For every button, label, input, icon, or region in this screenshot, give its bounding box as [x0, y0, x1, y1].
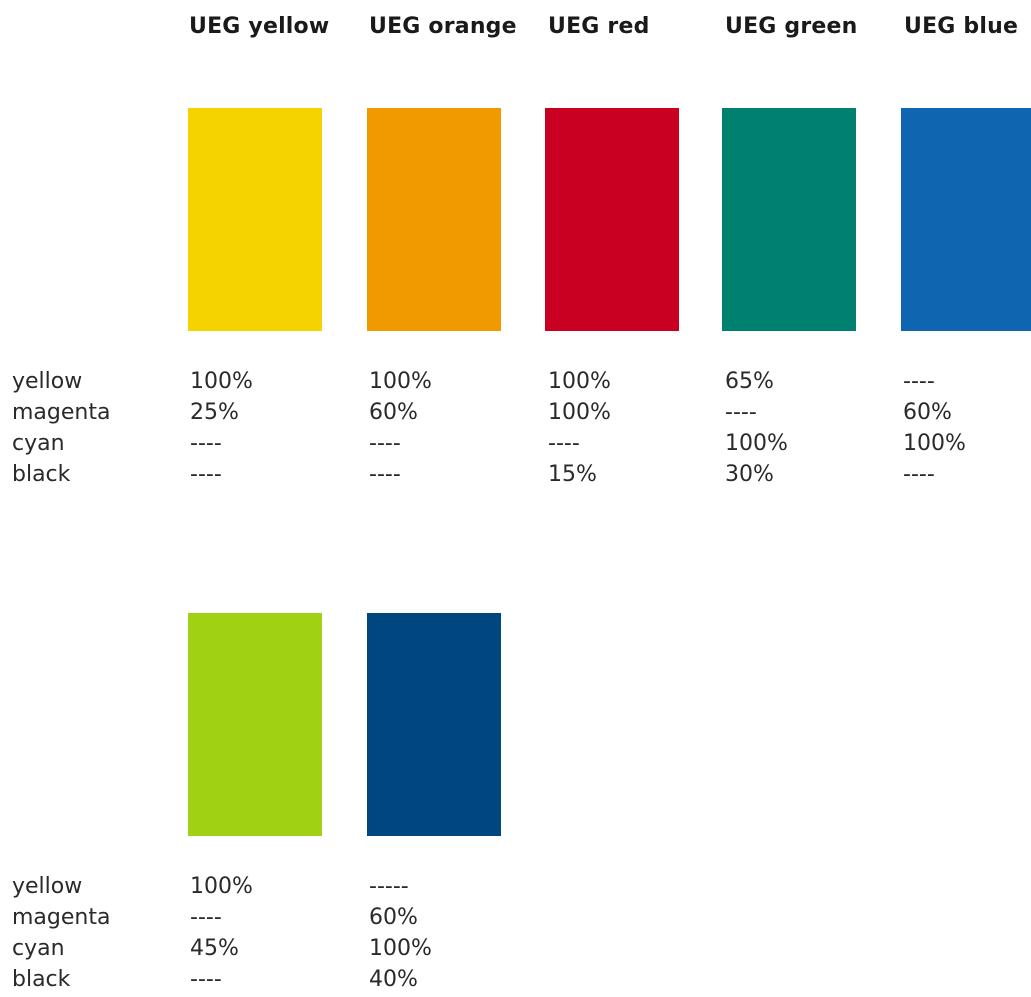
swatch-ueg-blue — [901, 108, 1031, 331]
values-light-green: 100% ---- 45% ---- — [190, 871, 253, 995]
row-label-cyan: cyan — [12, 936, 65, 961]
header-ueg-orange: UEG orange — [369, 14, 517, 39]
value-black: ---- — [190, 967, 222, 992]
values-dark-blue: ----- 60% 100% 40% — [369, 871, 432, 995]
row-label-magenta: magenta — [12, 400, 111, 425]
row-labels-group-2: yellow magenta cyan black — [12, 871, 110, 995]
header-ueg-yellow: UEG yellow — [189, 14, 330, 39]
swatch-ueg-red — [545, 108, 679, 331]
value-cyan: 100% — [369, 936, 432, 961]
row-labels-group-1: yellow magenta cyan black — [12, 366, 110, 490]
swatch-light-green — [188, 613, 322, 836]
swatch-ueg-orange — [367, 108, 501, 331]
header-ueg-blue: UEG blue — [904, 14, 1019, 39]
value-magenta: 60% — [903, 400, 952, 425]
value-black: ---- — [190, 462, 222, 487]
swatch-dark-blue — [367, 613, 501, 836]
value-yellow: 100% — [190, 874, 253, 899]
values-ueg-blue: ---- 60% 100% ---- — [903, 366, 966, 490]
value-cyan: 45% — [190, 936, 239, 961]
value-magenta: 60% — [369, 400, 418, 425]
value-black: ---- — [369, 462, 401, 487]
value-cyan: ---- — [369, 431, 401, 456]
value-yellow: 100% — [369, 369, 432, 394]
value-cyan: 100% — [903, 431, 966, 456]
values-ueg-green: 65% ---- 100% 30% — [725, 366, 788, 490]
value-yellow: ----- — [369, 874, 409, 899]
row-label-yellow: yellow — [12, 874, 83, 899]
value-magenta: 25% — [190, 400, 239, 425]
header-ueg-green: UEG green — [725, 14, 858, 39]
value-magenta: 100% — [548, 400, 611, 425]
value-black: 15% — [548, 462, 597, 487]
value-magenta: ---- — [190, 905, 222, 930]
value-magenta: ---- — [725, 400, 757, 425]
values-ueg-orange: 100% 60% ---- ---- — [369, 366, 432, 490]
value-black: ---- — [903, 462, 935, 487]
swatch-ueg-green — [722, 108, 856, 331]
swatch-ueg-yellow — [188, 108, 322, 331]
value-yellow: ---- — [903, 369, 935, 394]
row-label-cyan: cyan — [12, 431, 65, 456]
value-cyan: 100% — [725, 431, 788, 456]
value-cyan: ---- — [548, 431, 580, 456]
value-magenta: 60% — [369, 905, 418, 930]
value-yellow: 100% — [190, 369, 253, 394]
value-cyan: ---- — [190, 431, 222, 456]
header-ueg-red: UEG red — [548, 14, 650, 39]
value-black: 40% — [369, 967, 418, 992]
values-ueg-yellow: 100% 25% ---- ---- — [190, 366, 253, 490]
value-yellow: 100% — [548, 369, 611, 394]
value-black: 30% — [725, 462, 774, 487]
values-ueg-red: 100% 100% ---- 15% — [548, 366, 611, 490]
row-label-black: black — [12, 967, 71, 992]
row-label-black: black — [12, 462, 71, 487]
value-yellow: 65% — [725, 369, 774, 394]
row-label-yellow: yellow — [12, 369, 83, 394]
row-label-magenta: magenta — [12, 905, 111, 930]
